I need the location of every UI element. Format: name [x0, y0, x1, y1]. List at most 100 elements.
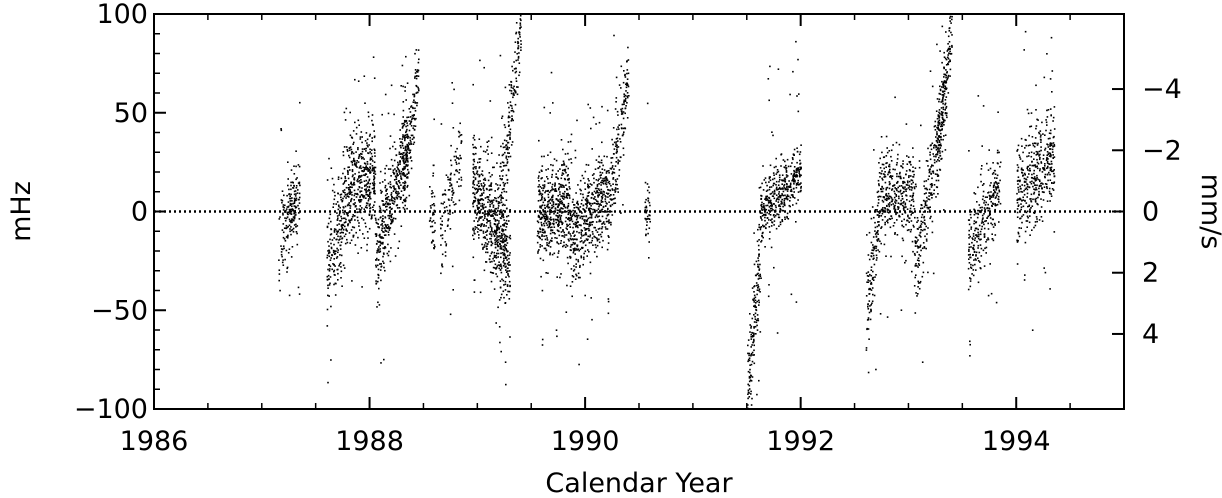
data-point [909, 195, 912, 197]
data-point [353, 203, 356, 206]
data-point [875, 245, 878, 248]
data-point [786, 188, 789, 190]
data-point [402, 136, 404, 138]
data-point [384, 172, 386, 175]
data-point [328, 217, 331, 220]
data-point [379, 248, 381, 250]
data-point [623, 93, 625, 95]
data-point [884, 216, 886, 218]
data-point [587, 217, 590, 220]
data-point [416, 85, 418, 88]
data-point [627, 59, 630, 61]
data-point [764, 198, 766, 200]
data-point [379, 240, 381, 243]
data-point [619, 141, 622, 143]
data-point [402, 125, 405, 127]
data-point [495, 232, 498, 234]
data-point [584, 250, 587, 253]
data-point [611, 157, 614, 159]
data-point [568, 181, 570, 184]
data-point [586, 220, 588, 223]
data-point [355, 165, 357, 167]
data-point [926, 233, 928, 235]
data-point [495, 268, 497, 270]
data-point [541, 198, 543, 201]
data-point [364, 185, 366, 187]
data-point [367, 237, 369, 239]
data-point [479, 161, 481, 163]
data-point [616, 144, 618, 147]
data-point [501, 240, 503, 243]
data-point [762, 165, 764, 167]
data-point [414, 77, 416, 79]
data-point [794, 179, 796, 182]
data-point [336, 212, 338, 214]
data-point [338, 239, 340, 241]
data-point [413, 128, 416, 131]
data-point [473, 193, 476, 196]
data-point [399, 160, 401, 162]
data-point [754, 312, 757, 315]
data-point [945, 76, 947, 79]
data-point [291, 246, 294, 248]
data-point [788, 180, 790, 182]
data-point [384, 234, 387, 236]
data-point [357, 161, 360, 163]
data-point [375, 221, 378, 224]
data-point [601, 141, 603, 144]
data-point [886, 147, 888, 149]
data-point [503, 124, 506, 126]
data-point [367, 202, 369, 205]
data-point [295, 206, 298, 209]
data-point [472, 83, 474, 86]
data-point [332, 249, 335, 252]
data-point [937, 174, 939, 177]
data-point [875, 249, 877, 252]
data-point [553, 232, 555, 234]
data-point [554, 189, 557, 191]
data-point [405, 157, 407, 160]
data-point [541, 231, 544, 234]
data-point [503, 190, 506, 193]
data-point [938, 98, 941, 101]
data-point [568, 197, 571, 199]
data-point [286, 266, 289, 269]
data-point [546, 205, 548, 208]
data-point [793, 169, 795, 172]
data-point [503, 188, 505, 190]
data-point [373, 152, 376, 154]
data-point [943, 209, 945, 211]
data-point [924, 201, 927, 204]
data-point [387, 224, 389, 226]
data-point [485, 206, 487, 208]
data-point [339, 254, 341, 256]
data-point [398, 187, 400, 189]
data-point [597, 188, 600, 190]
data-point [777, 184, 780, 186]
data-point [780, 195, 782, 197]
data-point [359, 165, 362, 167]
data-point [402, 186, 405, 189]
data-point [363, 158, 365, 160]
data-point [870, 252, 873, 254]
data-point [458, 185, 460, 188]
data-point [760, 239, 763, 242]
data-point [747, 339, 750, 341]
data-point [506, 207, 508, 210]
data-point [941, 114, 944, 117]
data-point [508, 116, 511, 119]
data-point [561, 197, 564, 199]
data-point [337, 230, 339, 232]
data-point [768, 196, 770, 199]
data-point [923, 246, 926, 248]
data-point [369, 182, 371, 185]
data-point [925, 192, 927, 194]
data-point [788, 186, 790, 188]
data-point [340, 224, 343, 226]
data-point [749, 364, 751, 366]
data-point [492, 166, 494, 169]
data-point [518, 33, 521, 36]
data-point [904, 186, 906, 188]
data-point [931, 177, 933, 180]
data-point [400, 152, 402, 155]
